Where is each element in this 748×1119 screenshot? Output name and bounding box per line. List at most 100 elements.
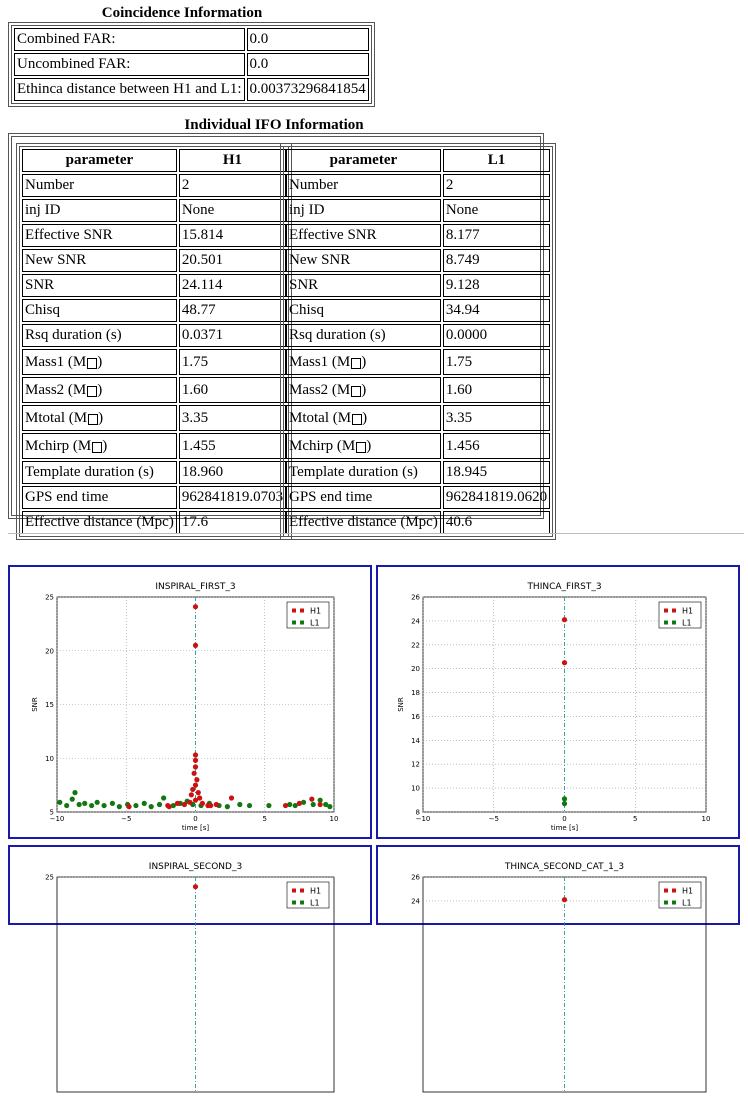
x-tick-label: 5 <box>633 815 637 823</box>
parameter-value: None <box>442 199 551 222</box>
parameter-value: 9.128 <box>442 274 551 297</box>
table-row: Template duration (s) 18.945 <box>286 461 551 484</box>
y-tick-label: 14 <box>411 737 420 745</box>
parameter-name: Number <box>286 174 441 197</box>
table-row: GPS end time 962841819.0703 <box>22 486 287 509</box>
data-point-h1 <box>296 800 302 806</box>
column-header-l1: L1 <box>442 149 551 172</box>
parameter-name: Rsq duration (s) <box>22 324 177 347</box>
solar-mass-symbol <box>356 441 367 453</box>
data-point-h1 <box>192 782 199 788</box>
parameter-value: 48.77 <box>178 299 287 322</box>
data-point-h1 <box>561 660 568 666</box>
parameter-value-text: 1.455 <box>181 437 216 454</box>
legend-marker <box>300 888 304 893</box>
x-tick-label: 0 <box>193 815 197 823</box>
parameter-name-text: Mtotal (M <box>25 409 88 426</box>
x-tick-label: −10 <box>50 815 65 823</box>
y-tick-label: 26 <box>411 874 420 882</box>
parameter-value: 0.0000 <box>442 324 551 347</box>
table-row: Mtotal (M) 3.35 <box>286 405 551 431</box>
parameter-value: 20.501 <box>178 249 287 272</box>
parameter-name: Chisq <box>22 299 177 322</box>
data-point-h1 <box>192 764 199 770</box>
data-point-h1 <box>208 802 214 809</box>
data-point-h1 <box>192 884 199 890</box>
data-point-h1 <box>228 795 235 801</box>
data-point-h1 <box>194 777 200 783</box>
legend-marker <box>292 900 296 905</box>
data-point-h1 <box>309 796 315 802</box>
y-tick-label: 12 <box>411 761 420 769</box>
parameter-name-text: GPS end time <box>289 489 373 505</box>
plot-panel-inspiral-first: INSPIRAL_FIRST_3 5 10 15 20 25 −10 −5 0 5 10 time [… <box>8 565 372 839</box>
x-axis-label: time [s] <box>551 824 578 832</box>
data-point-l1 <box>57 799 63 805</box>
parameter-value: 1.455 <box>178 433 287 459</box>
data-point-l1 <box>266 802 272 809</box>
header-row: parameter L1 <box>286 149 551 172</box>
table-row: New SNR 20.501 <box>22 249 287 272</box>
parameter-name: Effective distance (Mpc) <box>22 511 177 534</box>
data-point-h1 <box>192 604 199 610</box>
coincidence-label: Uncombined FAR: <box>14 53 245 76</box>
parameter-value-text: 40.6 <box>445 514 473 530</box>
parameter-name: Mass2 (M) <box>286 377 441 403</box>
y-tick-label: 16 <box>411 713 420 721</box>
data-point-h1 <box>197 795 203 801</box>
l1-table: parameter L1 Number 2 inj ID None Effective SN… <box>280 143 557 540</box>
legend-marker <box>672 888 676 893</box>
data-point-l1 <box>89 802 95 809</box>
data-point-l1 <box>82 800 88 806</box>
plot-svg: INSPIRAL_FIRST_3 5 10 15 20 25 −10 −5 0 5 10 time [… <box>31 582 338 832</box>
coincidence-table: Combined FAR: 0.0 Uncombined FAR: 0.0 Et… <box>8 22 375 107</box>
plot-svg: THINCA_FIRST_3 8 10 12 14 16 18 20 22 24 26 −10 −5 0 5… <box>397 582 710 832</box>
y-axis-label: SNR <box>31 697 39 712</box>
coincidence-title: Coincidence Information <box>101 5 263 21</box>
parameter-name-text: Mass2 (M <box>289 381 351 398</box>
parameter-value: None <box>178 199 287 222</box>
coincidence-value: 0.0 <box>246 53 369 76</box>
data-point-l1 <box>287 801 293 808</box>
legend-marker <box>292 608 296 613</box>
table-row: Effective SNR 8.177 <box>286 224 551 247</box>
parameter-name-text: Number <box>25 177 75 193</box>
data-point-h1 <box>192 752 199 758</box>
parameter-value: 1.60 <box>178 377 287 403</box>
solar-mass-symbol <box>92 441 103 453</box>
y-tick-label: 20 <box>45 647 54 655</box>
y-tick-label: 24 <box>411 617 420 625</box>
parameter-name: Mchirp (M) <box>286 433 441 459</box>
data-point-h1 <box>192 797 199 803</box>
close-paren: ) <box>366 437 372 454</box>
solar-mass-symbol <box>88 413 99 425</box>
table-row: Mtotal (M) 3.35 <box>22 405 287 431</box>
y-tick-label: 20 <box>411 665 420 673</box>
parameter-name-text: Effective SNR <box>289 227 377 243</box>
table-row: Chisq 34.94 <box>286 299 551 322</box>
close-paren: ) <box>361 381 367 398</box>
y-tick-label: 10 <box>411 785 420 793</box>
parameter-name-text: Rsq duration (s) <box>289 327 386 343</box>
parameter-name-text: Mtotal (M <box>289 409 352 426</box>
data-point-h1 <box>192 757 199 763</box>
parameter-value-text: 1.456 <box>445 437 480 454</box>
table-row: Rsq duration (s) 0.0000 <box>286 324 551 347</box>
parameter-name: Mass1 (M) <box>22 349 177 375</box>
parameter-value-text: 9.128 <box>445 277 480 293</box>
parameter-value-text: 962841819.0703 <box>181 489 284 505</box>
table-row: Mass2 (M) 1.60 <box>286 377 551 403</box>
legend-label: L1 <box>682 899 692 908</box>
table-row: New SNR 8.749 <box>286 249 551 272</box>
y-tick-label: 10 <box>45 755 54 763</box>
data-point-h1 <box>561 897 568 903</box>
table-row: Effective distance (Mpc) 17.6 <box>22 511 287 534</box>
x-axis-label: time [s] <box>182 824 209 832</box>
parameter-value-text: 8.749 <box>445 252 480 268</box>
parameter-value-text: 1.75 <box>181 353 209 370</box>
data-point-l1 <box>561 801 568 807</box>
parameter-value-text: 1.75 <box>445 353 473 370</box>
parameter-name: Mass1 (M) <box>286 349 441 375</box>
parameter-name: inj ID <box>22 199 177 222</box>
close-paren: ) <box>362 409 368 426</box>
